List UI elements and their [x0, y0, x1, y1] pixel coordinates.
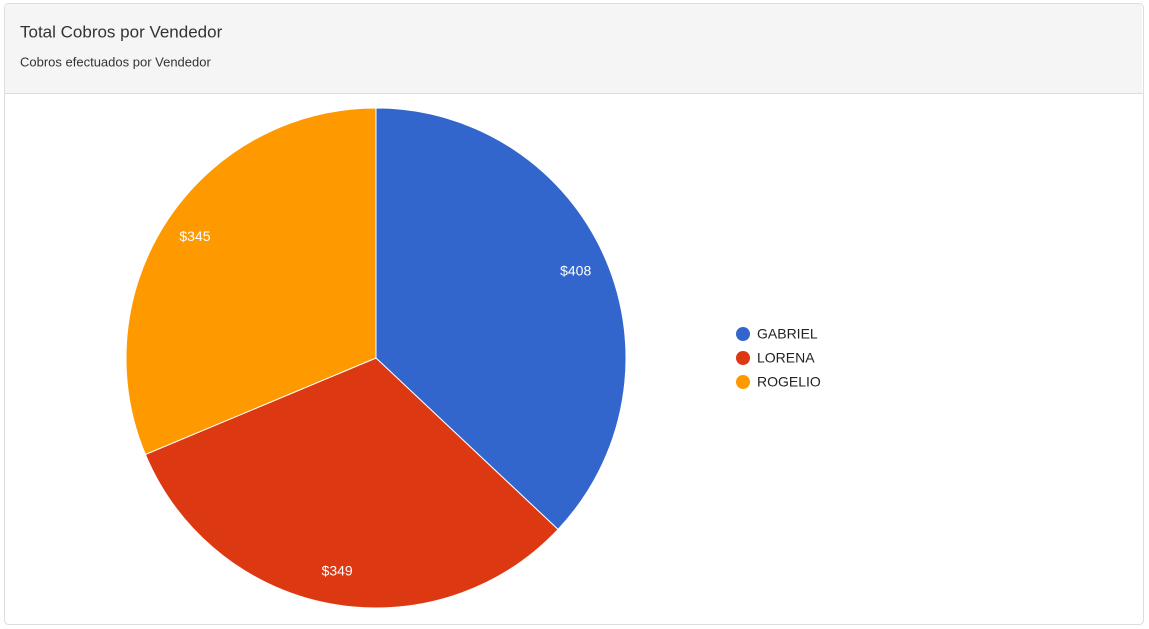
slice-label: $349 [322, 563, 353, 579]
chart-title: Total Cobros por Vendedor [20, 22, 223, 41]
legend-swatch [736, 375, 750, 389]
panel-header [5, 4, 1142, 93]
slice-label: $345 [179, 228, 210, 244]
legend-swatch [736, 327, 750, 341]
pie-slice [144, 357, 559, 609]
legend-label: ROGELIO [757, 374, 821, 390]
legend-label: LORENA [757, 350, 815, 366]
legend-swatch [736, 351, 750, 365]
pie-slice [125, 107, 377, 456]
slice-label: $408 [560, 262, 591, 278]
chart-subtitle: Cobros efectuados por Vendedor [20, 54, 211, 69]
pie-slice [375, 107, 627, 531]
legend-label: GABRIEL [757, 326, 818, 342]
